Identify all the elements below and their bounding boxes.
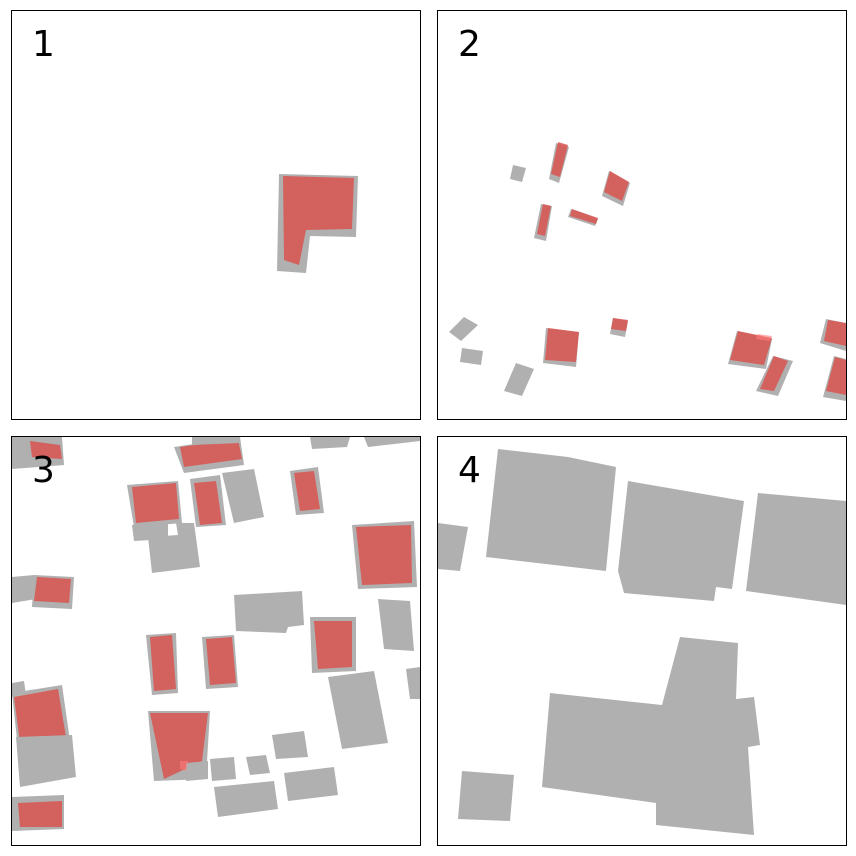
- building-prediction: [824, 320, 846, 346]
- building-footprint: [310, 437, 350, 449]
- building-prediction: [611, 318, 628, 331]
- building-footprint: [449, 317, 478, 341]
- building-prediction: [132, 483, 179, 523]
- building-footprint: [234, 591, 304, 633]
- building-prediction: [294, 471, 320, 511]
- building-prediction: [283, 176, 354, 265]
- building-footprint: [406, 667, 420, 699]
- panel-4-footprints: [438, 449, 846, 835]
- building-prediction: [18, 801, 62, 827]
- panel-1-footprints: [277, 174, 358, 273]
- panel-1-label: 1: [32, 24, 55, 65]
- building-prediction: [180, 439, 242, 467]
- building-footprint: [458, 771, 514, 821]
- building-prediction: [356, 525, 412, 585]
- building-prediction: [150, 635, 176, 691]
- panel-4: 4: [437, 436, 847, 846]
- building-footprint: [510, 165, 526, 182]
- building-footprint: [328, 671, 388, 749]
- building-prediction: [30, 441, 62, 459]
- building-prediction: [314, 621, 352, 669]
- building-footprint: [210, 757, 236, 781]
- building-footprint: [272, 731, 308, 759]
- panel-3: 3: [11, 436, 421, 846]
- building-footprint: [222, 469, 264, 523]
- building-prediction: [604, 171, 629, 201]
- building-footprint: [16, 735, 76, 787]
- building-footprint: [618, 481, 744, 601]
- building-footprint: [438, 523, 468, 571]
- building-footprint: [746, 493, 846, 605]
- building-footprint: [12, 575, 36, 603]
- building-footprint: [148, 523, 200, 573]
- building-footprint: [214, 781, 278, 817]
- building-prediction: [826, 357, 846, 395]
- building-footprint: [364, 437, 420, 447]
- building-prediction: [206, 637, 236, 685]
- building-prediction: [545, 328, 579, 362]
- panel-2: 2: [437, 10, 847, 420]
- panel-2-label: 2: [458, 24, 481, 65]
- building-prediction: [760, 356, 788, 391]
- panel-4-label: 4: [458, 450, 481, 491]
- building-prediction: [551, 142, 568, 177]
- panel-2-footprints: [449, 142, 846, 401]
- building-footprint: [246, 755, 270, 775]
- building-prediction: [14, 689, 66, 743]
- building-prediction: [570, 209, 598, 224]
- building-footprint: [460, 348, 483, 365]
- building-prediction: [194, 481, 222, 525]
- building-prediction: [34, 577, 71, 603]
- building-prediction: [537, 204, 551, 236]
- building-footprint: [284, 767, 338, 801]
- building-footprint: [486, 449, 616, 571]
- building-footprint: [378, 599, 414, 651]
- building-footprint: [192, 437, 240, 445]
- building-prediction: [756, 334, 772, 341]
- panel-3-footprints: [12, 437, 420, 831]
- building-footprint: [504, 363, 534, 396]
- panel-1: 1: [11, 10, 421, 420]
- building-footprint: [186, 761, 208, 781]
- building-prediction: [180, 761, 188, 771]
- panel-3-label: 3: [32, 450, 55, 491]
- building-footprint: [542, 637, 760, 835]
